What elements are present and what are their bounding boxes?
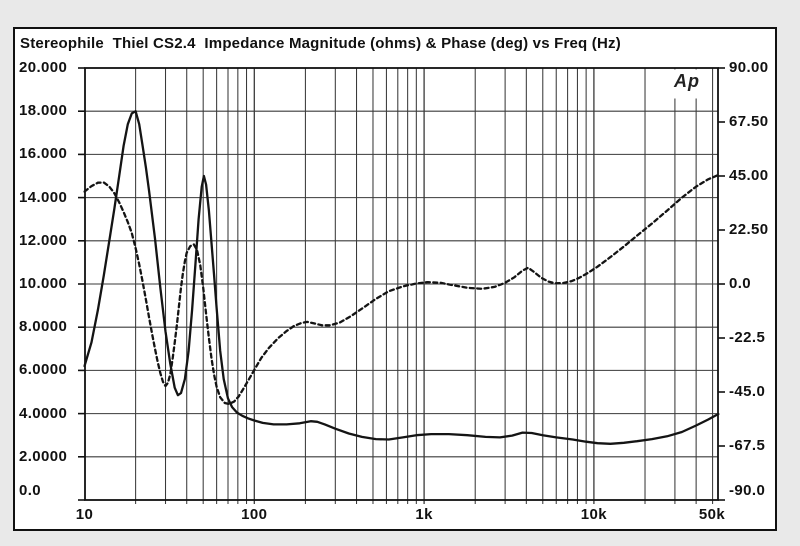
chart-title: Stereophile Thiel CS2.4 Impedance Magnit… — [20, 35, 621, 52]
x-axis-tick-label: 1k — [415, 506, 433, 523]
y-axis-right-tick-label: -22.5 — [729, 329, 766, 346]
y-axis-left-tick-label: 4.0000 — [19, 404, 68, 422]
impedance-magnitude-curve — [83, 110, 720, 445]
y-axis-left-tick-label: 8.0000 — [19, 318, 68, 336]
y-axis-right-tick-label: 22.50 — [729, 221, 769, 238]
y-axis-left-tick-label: 18.000 — [19, 102, 68, 120]
y-axis-left-tick-label: 2.0000 — [19, 447, 68, 465]
y-axis-right-tick-label: -90.0 — [729, 482, 766, 499]
y-axis-left-tick-label: 16.000 — [19, 145, 68, 163]
y-axis-left-tick-label: 12.000 — [19, 231, 68, 249]
y-axis-right-tick-label: 90.00 — [729, 59, 769, 76]
y-axis-left-tick-label: 6.0000 — [19, 361, 68, 379]
phase-curve — [83, 173, 720, 406]
y-axis-right-tick-label: -45.0 — [729, 383, 766, 400]
x-axis-tick-label: 10k — [580, 506, 608, 523]
x-axis-tick-label: 50k — [698, 506, 726, 523]
audio-precision-logo: Ap — [674, 71, 700, 91]
plot-frame — [84, 67, 719, 501]
x-axis-tick-label: 10 — [75, 506, 94, 523]
y-axis-right-tick-label: 67.50 — [729, 113, 769, 130]
logo-backing — [664, 69, 711, 99]
y-axis-left-tick-label: 20.000 — [19, 59, 68, 76]
y-axis-right-tick-label: 0.0 — [729, 275, 752, 292]
y-axis-right-tick-label: -67.5 — [729, 437, 766, 454]
y-axis-left-tick-label: 10.000 — [19, 275, 68, 292]
y-axis-right-tick-label: 45.00 — [729, 167, 769, 184]
x-axis-tick-label: 100 — [241, 506, 268, 523]
y-axis-left-tick-label: 0.0 — [19, 482, 42, 499]
y-axis-left-tick-label: 14.000 — [19, 188, 68, 206]
figure-border — [13, 27, 777, 531]
